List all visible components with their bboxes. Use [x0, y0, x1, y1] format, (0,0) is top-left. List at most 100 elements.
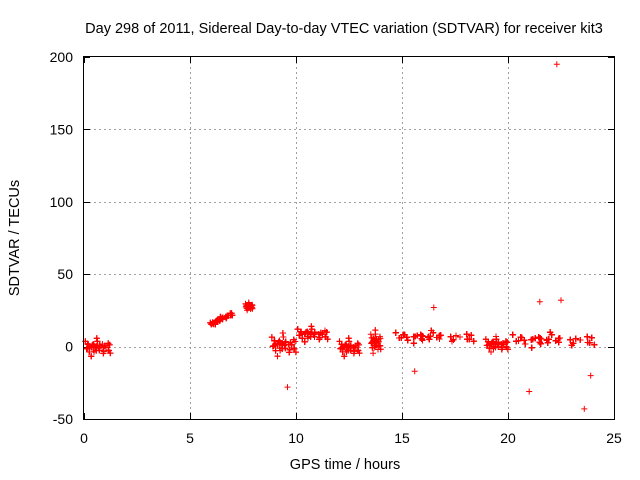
data-point	[428, 327, 435, 334]
data-point	[338, 345, 344, 352]
data-point	[398, 334, 405, 341]
data-point	[100, 348, 107, 355]
y-tick-label: -50	[53, 411, 73, 427]
data-point	[323, 329, 330, 336]
data-point	[490, 345, 497, 352]
data-point	[430, 304, 437, 311]
y-tick-label: 100	[50, 194, 74, 210]
data-point	[577, 337, 584, 343]
y-tick-label: 150	[50, 121, 74, 137]
data-point	[504, 346, 511, 353]
data-point	[93, 335, 100, 342]
data-point	[403, 334, 410, 341]
data-point	[86, 349, 93, 355]
data-point	[468, 332, 475, 339]
data-point	[309, 326, 315, 333]
data-point	[392, 329, 399, 336]
x-tick-label: 0	[80, 430, 88, 446]
data-point	[336, 338, 343, 345]
data-point	[526, 388, 533, 395]
x-tick-label: 20	[500, 430, 516, 446]
data-point	[370, 350, 377, 357]
data-point	[294, 326, 301, 333]
data-point	[100, 344, 106, 351]
data-point	[373, 339, 379, 346]
data-point	[96, 347, 103, 354]
data-point	[556, 335, 563, 341]
data-point	[372, 327, 379, 334]
data-point	[272, 347, 279, 354]
data-point	[316, 334, 323, 341]
axis-ticks: 0 5 10 15 20 25 -50 0 50 100 150 200	[50, 49, 622, 446]
data-point	[353, 344, 359, 351]
data-point	[515, 337, 522, 344]
data-point	[437, 332, 444, 339]
data-point	[84, 345, 91, 352]
data-point	[367, 331, 374, 338]
data-point	[532, 335, 539, 342]
data-point	[376, 333, 383, 340]
data-point	[285, 341, 292, 348]
data-point	[537, 340, 544, 347]
data-point	[404, 337, 411, 344]
data-point	[305, 335, 311, 342]
data-point	[535, 334, 542, 341]
data-point	[341, 353, 348, 360]
data-point	[88, 353, 95, 360]
data-point	[453, 332, 459, 339]
data-point	[356, 350, 363, 357]
data-point	[292, 349, 299, 356]
data-point	[279, 345, 286, 352]
data-point	[447, 333, 454, 340]
data-point	[528, 344, 535, 351]
data-point	[410, 340, 417, 347]
data-point	[301, 338, 308, 345]
data-point	[411, 368, 418, 375]
data-point	[591, 341, 598, 348]
data-point	[490, 339, 497, 346]
data-point	[276, 337, 283, 344]
data-point	[457, 334, 463, 340]
data-point	[268, 334, 275, 341]
data-point	[85, 341, 92, 348]
data-point	[522, 341, 529, 347]
y-axis-label: SDTVAR / TECUs	[7, 180, 23, 296]
data-point	[105, 340, 112, 347]
data-point	[279, 330, 286, 336]
data-point	[426, 336, 433, 343]
data-point	[570, 340, 577, 347]
data-point	[544, 339, 551, 346]
data-point	[311, 329, 318, 336]
data-point	[301, 331, 308, 337]
data-point	[308, 323, 315, 330]
data-point	[343, 348, 350, 355]
data-point	[298, 328, 305, 335]
data-point	[572, 335, 579, 342]
data-point	[351, 348, 358, 355]
data-point	[419, 337, 426, 344]
data-point	[282, 345, 289, 352]
data-point	[584, 333, 591, 340]
chart-title: Day 298 of 2011, Sidereal Day-to-day VTE…	[85, 21, 603, 37]
data-point	[499, 344, 506, 351]
data-point	[274, 353, 281, 360]
data-points	[82, 61, 598, 412]
data-point	[291, 345, 298, 352]
data-point	[470, 338, 477, 345]
data-point	[377, 346, 384, 353]
data-point	[449, 338, 455, 345]
data-point	[324, 336, 331, 343]
data-point	[581, 405, 588, 412]
data-point	[555, 339, 562, 346]
data-point	[488, 349, 494, 355]
data-point	[553, 61, 560, 68]
data-point	[275, 338, 282, 345]
data-point	[587, 372, 594, 379]
plot-frame	[83, 56, 615, 420]
data-point	[499, 340, 506, 346]
data-point	[586, 339, 593, 346]
data-point	[286, 346, 293, 353]
data-point	[307, 330, 314, 337]
data-point	[450, 336, 457, 343]
